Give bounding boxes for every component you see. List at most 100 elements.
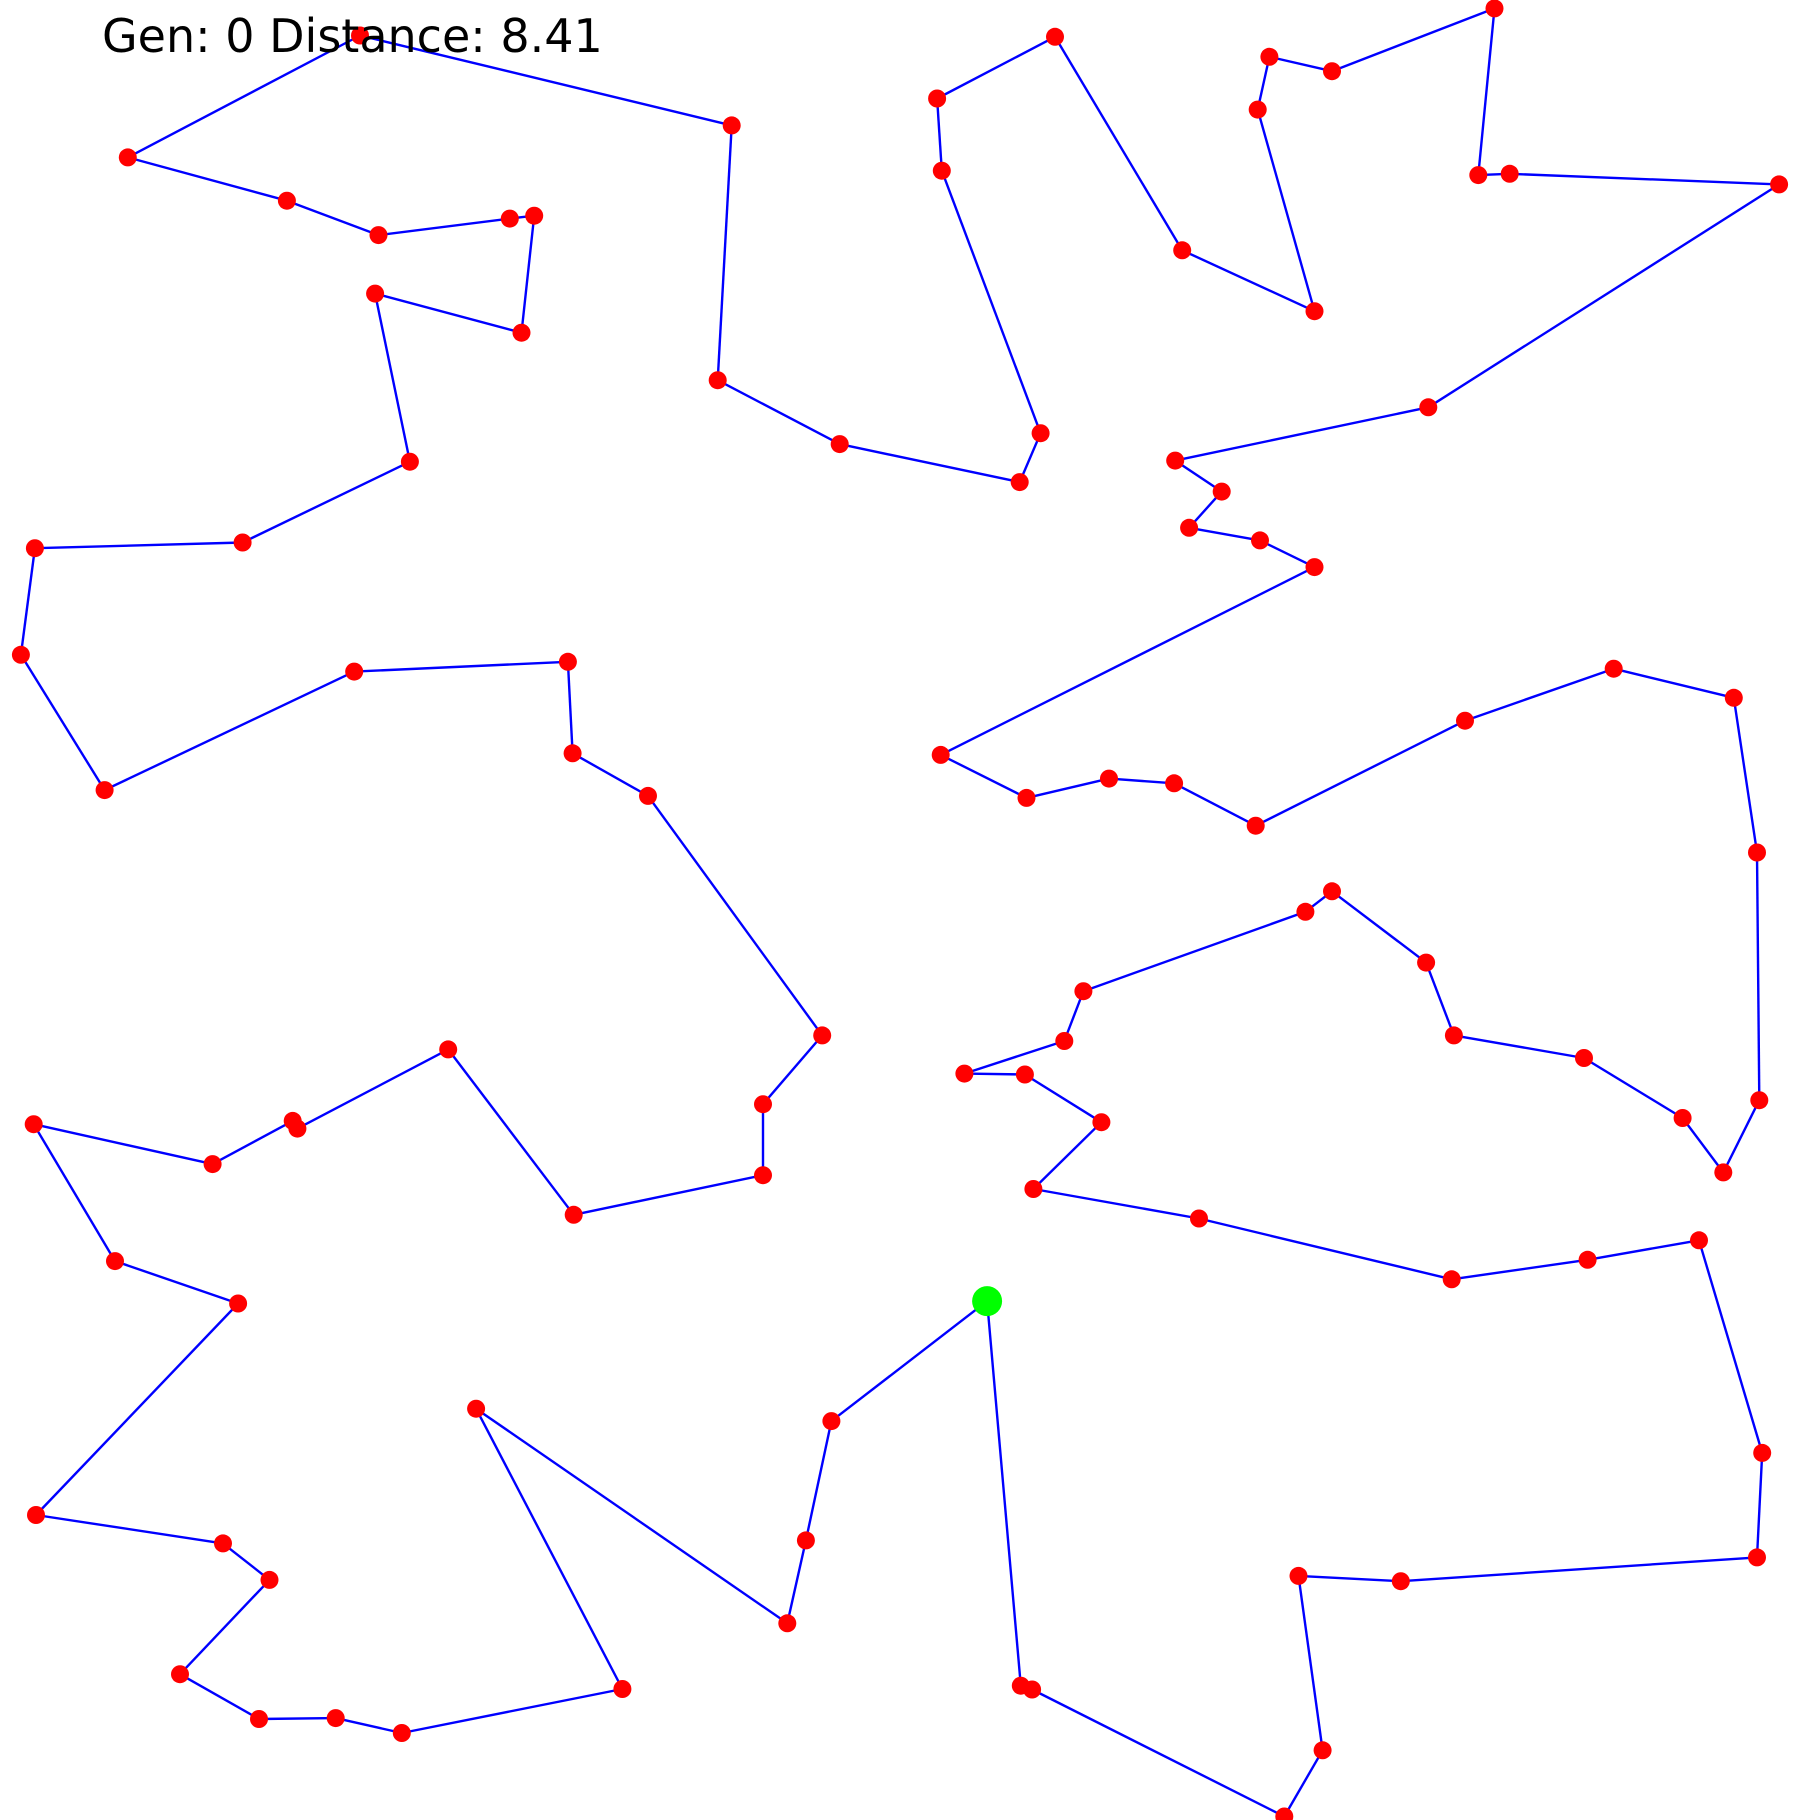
route-segment bbox=[940, 753, 1028, 799]
route-segment bbox=[374, 292, 522, 334]
city-marker bbox=[467, 1399, 486, 1418]
route-segment bbox=[1587, 1239, 1700, 1261]
city-marker bbox=[1313, 1741, 1332, 1760]
city-marker bbox=[1173, 241, 1192, 260]
city-marker bbox=[250, 1710, 268, 1728]
distance-value: 8.41 bbox=[500, 9, 603, 63]
distance-label: Distance: bbox=[269, 9, 486, 63]
city-marker bbox=[1748, 843, 1766, 862]
city-marker bbox=[563, 744, 582, 763]
city-marker bbox=[813, 1026, 832, 1045]
city-marker bbox=[955, 1064, 974, 1083]
city-marker bbox=[351, 26, 369, 45]
status-label: Gen: 0 Distance: 8.41 bbox=[102, 6, 603, 66]
route-segment bbox=[1453, 1034, 1585, 1060]
city-marker bbox=[754, 1166, 772, 1185]
route-segment bbox=[1256, 56, 1271, 110]
route-segment bbox=[964, 1072, 1025, 1076]
route-segment bbox=[936, 35, 1056, 100]
route-segment bbox=[35, 1513, 224, 1545]
city-marker bbox=[796, 1531, 815, 1550]
route-segment bbox=[1331, 7, 1495, 73]
route-segment bbox=[804, 1420, 833, 1541]
city-marker bbox=[558, 652, 577, 671]
route-segment bbox=[1031, 1688, 1285, 1818]
route-segment bbox=[1174, 406, 1429, 462]
route-segment bbox=[19, 548, 37, 655]
route-path bbox=[19, 7, 1780, 1818]
route-segment bbox=[32, 1123, 117, 1262]
start-city-marker bbox=[972, 1286, 1003, 1317]
route-segment bbox=[1451, 1258, 1588, 1281]
route-segment bbox=[242, 460, 411, 544]
city-marker bbox=[639, 786, 657, 805]
route-segment bbox=[1427, 183, 1780, 409]
route-segment bbox=[378, 217, 510, 237]
route-segment bbox=[940, 170, 1042, 434]
route-segment bbox=[940, 566, 1316, 756]
route-segment bbox=[1477, 8, 1496, 176]
route-segment bbox=[1400, 1556, 1758, 1583]
route-segment bbox=[762, 1034, 824, 1105]
route-segment bbox=[1297, 1575, 1324, 1751]
route-segment bbox=[1259, 539, 1316, 569]
city-marker bbox=[722, 116, 741, 135]
route-segment bbox=[717, 379, 841, 446]
route-segment bbox=[475, 1407, 788, 1625]
city-marker bbox=[1753, 1443, 1772, 1462]
city-marker bbox=[106, 1252, 124, 1271]
city-marker bbox=[822, 1412, 841, 1431]
city-marker bbox=[1165, 774, 1184, 793]
city-marker bbox=[203, 1155, 222, 1174]
city-marker bbox=[1046, 27, 1064, 46]
city-marker bbox=[1323, 882, 1341, 901]
route-segment bbox=[447, 1048, 575, 1216]
city-marker bbox=[525, 206, 544, 225]
route-segment bbox=[35, 1302, 239, 1516]
route-segment bbox=[647, 795, 824, 1037]
route-segment bbox=[114, 1259, 239, 1305]
route-segment bbox=[573, 1174, 764, 1216]
route-segment bbox=[401, 1687, 623, 1735]
route-segment bbox=[19, 654, 106, 791]
route-segment bbox=[566, 661, 574, 754]
route-segment bbox=[179, 1579, 271, 1676]
route-segment bbox=[520, 215, 536, 333]
route-segment bbox=[373, 293, 412, 462]
city-marker bbox=[1750, 1091, 1769, 1110]
city-marker bbox=[1246, 816, 1265, 835]
route-segment bbox=[127, 156, 288, 202]
city-marker bbox=[1442, 1270, 1461, 1289]
route-segment bbox=[786, 1540, 808, 1624]
city-marker bbox=[1469, 166, 1488, 185]
route-segment bbox=[964, 1039, 1065, 1075]
route-segment bbox=[935, 98, 943, 171]
route-segment bbox=[830, 1300, 988, 1423]
city-marker bbox=[1724, 688, 1743, 707]
city-marker bbox=[1166, 451, 1185, 470]
route-segment bbox=[1255, 719, 1466, 827]
city-marker bbox=[1673, 1109, 1692, 1127]
city-marker bbox=[1074, 982, 1093, 1001]
city-marker bbox=[1055, 1032, 1074, 1050]
city-marker bbox=[214, 1534, 232, 1553]
route-segment bbox=[1681, 1117, 1725, 1174]
city-marker bbox=[326, 1709, 345, 1728]
city-marker bbox=[345, 662, 364, 681]
route-segment bbox=[1583, 1056, 1684, 1120]
route-segment bbox=[296, 1048, 449, 1130]
city-marker bbox=[277, 191, 296, 210]
city-marker bbox=[1748, 1548, 1766, 1567]
route-segment bbox=[104, 670, 355, 792]
route-segment bbox=[1283, 1749, 1324, 1818]
city-marker bbox=[708, 371, 727, 390]
city-marker bbox=[283, 1111, 302, 1130]
route-segment bbox=[1331, 890, 1427, 964]
route-segment bbox=[1188, 526, 1261, 542]
city-marker bbox=[1305, 302, 1324, 321]
city-marker bbox=[754, 1095, 772, 1114]
city-marker bbox=[830, 435, 849, 454]
city-marker bbox=[229, 1294, 248, 1313]
city-marker bbox=[1419, 398, 1438, 417]
route-segment bbox=[359, 34, 732, 127]
